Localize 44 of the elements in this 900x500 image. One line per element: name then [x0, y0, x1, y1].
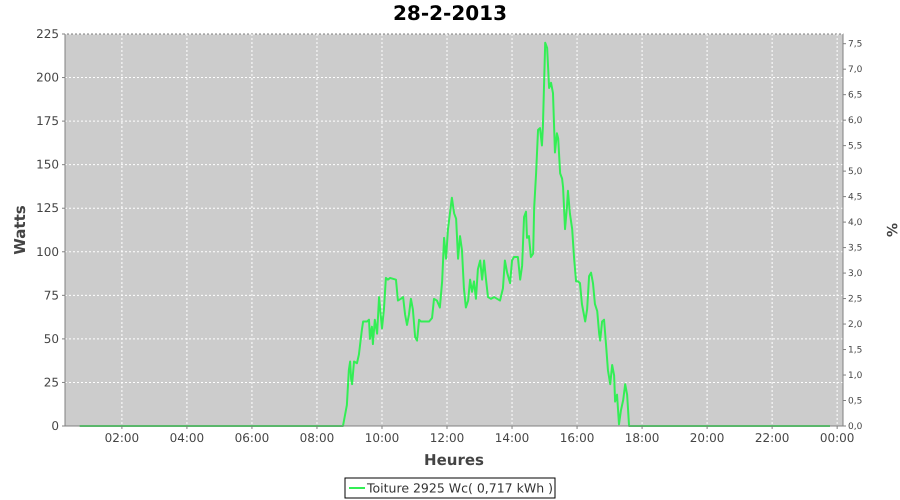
y-tick-label: 50: [44, 332, 59, 346]
x-tick-label: 20:00: [690, 431, 724, 445]
y2-axis-title: %: [883, 222, 899, 238]
y-tick-label: 125: [36, 201, 59, 216]
y-tick-label: 0: [51, 419, 59, 433]
x-tick-label: 04:00: [170, 431, 204, 445]
x-tick-label: 22:00: [754, 431, 790, 445]
x-tick-label: 14:00: [494, 431, 530, 445]
y2-tick-label: 5,5: [848, 142, 862, 152]
line-series: [78, 42, 831, 427]
x-tick-label: 06:00: [234, 431, 270, 445]
y2-tick-label: 5,0: [848, 167, 863, 178]
x-tick-label: 16:00: [560, 431, 594, 445]
legend-label: Toiture 2925 Wc( 0,717 kWh ): [366, 480, 553, 496]
y2-tick-label: 0,0: [848, 422, 863, 432]
y2-tick-label: 0,5: [848, 396, 862, 407]
x-tick-label: 08:00: [300, 431, 334, 445]
y2-tick-label: 7,5: [848, 40, 862, 50]
y2-tick-label: 1,0: [848, 371, 863, 382]
y2-tick-label: 1,5: [848, 346, 862, 356]
x-tick-label: 00:00: [820, 431, 854, 445]
x-tick-label: 02:00: [104, 431, 140, 445]
y-tick-label: 225: [36, 27, 59, 41]
y-tick-label: 25: [44, 375, 59, 390]
y2-tick-label: 6,5: [848, 90, 862, 101]
y2-tick-label: 4,0: [848, 218, 863, 228]
chart-title: 28-2-2013: [392, 1, 508, 25]
x-tick-label: 18:00: [624, 431, 660, 445]
y2-tick-label: 6,0: [848, 116, 863, 126]
y-tick-label: 100: [36, 244, 59, 259]
x-tick-label: 12:00: [430, 431, 464, 445]
y2-tick-label: 2,5: [848, 294, 862, 305]
y-tick-label: 150: [36, 158, 59, 172]
y2-tick-label: 7,0: [848, 65, 863, 76]
y2-tick-label: 4,5: [848, 192, 862, 203]
y2-tick-label: 3,5: [848, 244, 862, 254]
y2-tick-label: 2,0: [848, 320, 863, 330]
x-tick-label: 10:00: [364, 431, 400, 445]
y-tick-label: 175: [36, 114, 59, 128]
y-axis-title: Watts: [11, 205, 29, 255]
x-axis-title: Heures: [424, 451, 484, 469]
y2-tick-label: 3,0: [848, 269, 863, 280]
y-tick-label: 75: [44, 288, 59, 302]
y-tick-label: 200: [36, 70, 59, 85]
